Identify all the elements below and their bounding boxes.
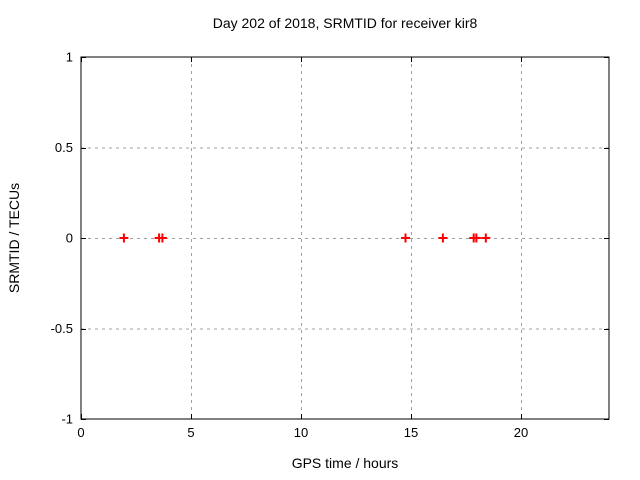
data-point-plus-marker <box>401 233 410 243</box>
chart-title: Day 202 of 2018, SRMTID for receiver kir… <box>212 15 478 31</box>
x-tick-label: 0 <box>77 425 84 440</box>
data-point-plus-marker <box>119 233 129 243</box>
data-point-plus-marker <box>481 233 491 243</box>
x-tick-label: 20 <box>514 425 528 440</box>
x-tick-label: 5 <box>187 425 194 440</box>
y-tick-label: 0.5 <box>55 140 73 155</box>
y-axis-label: SRMTID / TECUs <box>6 182 22 294</box>
y-tick-label: -1 <box>61 412 73 427</box>
data-point-plus-marker <box>471 233 481 243</box>
y-tick-label: 0 <box>66 231 73 246</box>
data-point-plus-marker <box>438 233 448 243</box>
y-tick-label: 1 <box>66 50 73 65</box>
x-tick-label: 10 <box>294 425 308 440</box>
data-point-plus-marker <box>157 233 167 243</box>
x-axis-label: GPS time / hours <box>291 455 399 471</box>
x-tick-label: 15 <box>404 425 418 440</box>
y-tick-label: -0.5 <box>51 321 73 336</box>
